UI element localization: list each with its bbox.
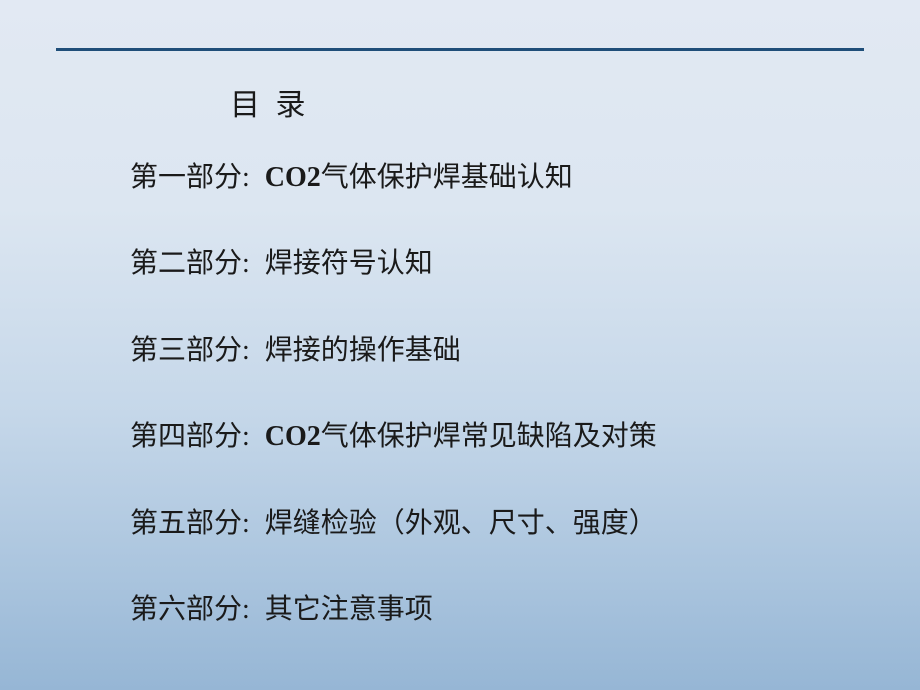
content-area: 目 录 第一部分: CO2气体保护焊基础认知 第二部分: 焊接符号认知 第三部分… [130, 80, 840, 678]
toc-text-rest-1: 气体保护焊基础认知 [321, 162, 573, 193]
toc-item-4: 第四部分: CO2气体保护焊常见缺陷及对策 [130, 419, 840, 455]
toc-item-1: 第一部分: CO2气体保护焊基础认知 [130, 160, 840, 196]
toc-label-1: 第一部分: [130, 162, 250, 193]
toc-label-3: 第三部分: [130, 335, 250, 366]
toc-text-1: CO2气体保护焊基础认知 [265, 162, 573, 193]
divider-line [56, 48, 864, 51]
toc-item-5: 第五部分: 焊缝检验（外观、尺寸、强度） [130, 506, 840, 542]
toc-label-5: 第五部分: [130, 508, 250, 539]
toc-text-5: 焊缝检验（外观、尺寸、强度） [265, 508, 657, 539]
toc-label-6: 第六部分: [130, 594, 250, 625]
toc-item-2: 第二部分: 焊接符号认知 [130, 246, 840, 282]
toc-text-2: 焊接符号认知 [265, 248, 433, 279]
co2-prefix-1: CO2 [265, 162, 321, 193]
toc-label-4: 第四部分: [130, 421, 250, 452]
toc-item-6: 第六部分: 其它注意事项 [130, 592, 840, 628]
toc-text-rest-4: 气体保护焊常见缺陷及对策 [321, 421, 657, 452]
toc-label-2: 第二部分: [130, 248, 250, 279]
toc-item-3: 第三部分: 焊接的操作基础 [130, 333, 840, 369]
toc-text-6: 其它注意事项 [265, 594, 433, 625]
toc-text-3: 焊接的操作基础 [265, 335, 461, 366]
page-title: 目 录 [230, 80, 840, 124]
toc-text-4: CO2气体保护焊常见缺陷及对策 [265, 421, 657, 452]
co2-prefix-4: CO2 [265, 421, 321, 452]
